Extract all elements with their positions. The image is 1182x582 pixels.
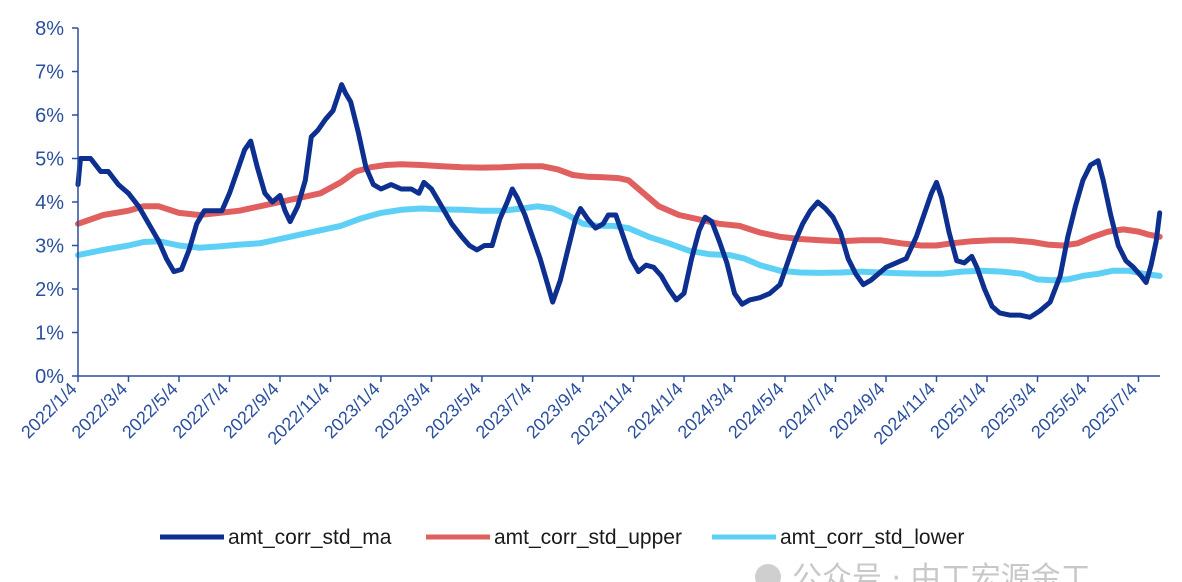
series-line-amt-corr-std-ma [75,82,1163,320]
x-ticks: 2022/1/42022/3/42022/5/42022/7/42022/9/4… [17,376,1141,449]
plot-lines [75,82,1163,320]
watermark: 公众号 · 中工宏源金工 [755,561,1091,582]
series-line-amt-corr-std-upper [75,161,1163,249]
y-tick-label: 4% [35,192,64,214]
legend-label: amt_corr_std_upper [494,526,682,549]
legend: amt_corr_std_ma amt_corr_std_upper amt_cor… [160,526,964,549]
y-tick-label: 2% [35,279,64,301]
axes [77,28,1160,377]
series-line-amt-corr-std-lower [75,203,1163,284]
y-ticks: 0% 1% 2% 3% 4% 5% 6% 7% 8% [35,18,78,388]
wechat-icon [755,564,781,582]
y-tick-label: 0% [35,366,64,388]
watermark-text: 公众号 · 中工宏源金工 [792,561,1091,582]
y-tick-label: 1% [35,323,64,345]
x-tick-label: 2025/7/4 [1078,379,1142,443]
y-tick-label: 5% [35,149,64,171]
y-tick-label: 6% [35,105,64,127]
y-tick-label: 8% [35,18,64,40]
y-tick-label: 3% [35,236,64,258]
legend-label: amt_corr_std_ma [228,526,392,549]
legend-label: amt_corr_std_lower [780,526,964,549]
y-tick-label: 7% [35,62,64,84]
